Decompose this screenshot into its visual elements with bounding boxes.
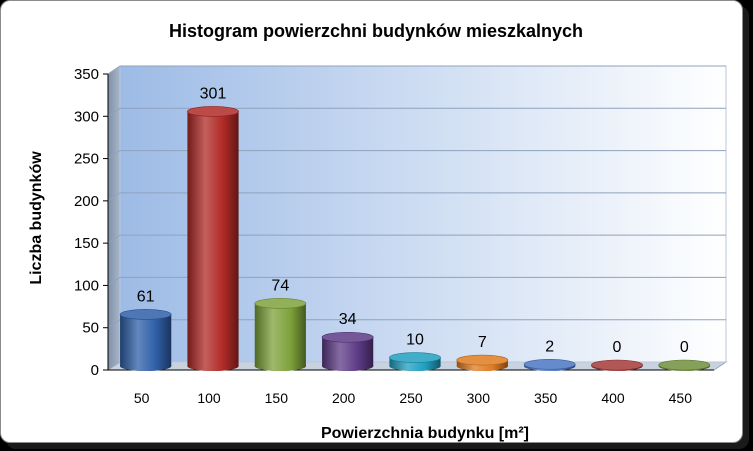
- gridline-side: [107, 65, 121, 75]
- data-label: 0: [613, 339, 622, 356]
- plot-side-wall: [108, 66, 120, 370]
- bar-body: [187, 111, 239, 366]
- bar-top: [119, 309, 172, 320]
- data-labels: 61 301 74 34 10 7 2 0 0: [137, 85, 689, 356]
- x-tick-label: 200: [332, 390, 356, 406]
- chart-title: Histogram powierzchni budynków mieszkaln…: [169, 21, 583, 41]
- bar: [254, 298, 307, 371]
- y-tick-label: 300: [74, 108, 99, 125]
- y-tick-label: 350: [74, 66, 99, 83]
- x-tick-label: 50: [134, 390, 150, 406]
- x-tick-label: 100: [197, 390, 221, 406]
- y-axis-ticks: 0 50 100 150 200 250 300 350: [74, 66, 108, 379]
- gridline-side: [107, 192, 121, 202]
- bar: [119, 309, 172, 371]
- y-tick-label: 200: [74, 193, 99, 210]
- data-label: 7: [478, 334, 487, 351]
- x-tick-label: 400: [601, 390, 625, 406]
- data-label: 61: [137, 288, 155, 305]
- data-label: 0: [680, 339, 689, 356]
- bars: [119, 106, 711, 371]
- y-axis-title: Liczba budynków: [28, 151, 45, 285]
- bar: [523, 359, 576, 371]
- bar: [321, 331, 374, 371]
- bar: [456, 354, 509, 371]
- bar-top: [591, 359, 643, 371]
- bar-base-front: [254, 361, 306, 371]
- y-tick-label: 100: [74, 277, 99, 294]
- bar-body: [120, 314, 172, 366]
- x-tick-label: 250: [399, 390, 423, 406]
- y-tick-label: 50: [82, 320, 99, 337]
- y-tick-label: 250: [74, 151, 99, 168]
- x-axis-title: Powierzchnia budynku [m²]: [321, 425, 529, 442]
- bar-top: [187, 106, 239, 117]
- bar-top: [456, 354, 509, 366]
- bar: [591, 359, 643, 371]
- x-tick-label: 300: [467, 390, 491, 406]
- gridline-side: [107, 150, 121, 159]
- y-tick-label: 0: [91, 362, 99, 379]
- bar: [389, 352, 441, 371]
- bar-top: [389, 352, 441, 363]
- gridline-side: [107, 277, 121, 286]
- gridline-side: [107, 319, 121, 329]
- bar-top: [658, 359, 711, 371]
- bar-base-front: [187, 361, 239, 371]
- bar: [187, 106, 239, 371]
- x-axis-ticks: 50 100 150 200 250 300 350 400 450: [134, 390, 692, 406]
- x-tick-label: 150: [265, 390, 289, 406]
- bar-top: [523, 359, 576, 370]
- bar: [658, 359, 711, 371]
- bar-base-front: [322, 361, 374, 371]
- bar-top: [254, 298, 307, 309]
- data-label: 301: [200, 85, 227, 102]
- y-tick-label: 150: [74, 235, 99, 252]
- bar-base-front: [120, 361, 172, 371]
- data-label: 74: [271, 277, 289, 294]
- bar-base-front: [389, 361, 441, 371]
- bar-body: [254, 303, 306, 366]
- bar-top: [321, 331, 374, 343]
- x-tick-label: 350: [534, 390, 558, 406]
- gridline-side: [107, 107, 121, 117]
- data-label: 34: [339, 311, 357, 328]
- data-label: 10: [406, 332, 424, 349]
- gridline-side: [107, 234, 121, 244]
- x-tick-label: 450: [669, 390, 693, 406]
- data-label: 2: [545, 338, 554, 355]
